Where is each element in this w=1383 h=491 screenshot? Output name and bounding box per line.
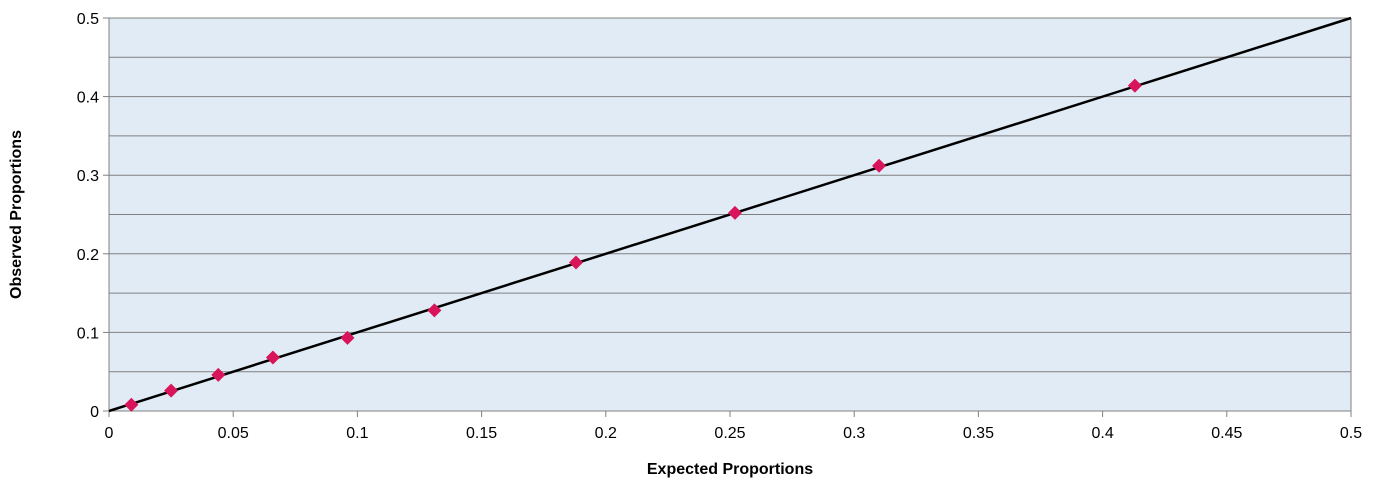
x-axis-ticks: 0 0.05 0.1 0.15 0.2 0.25 0.3 0.35 0.4 0.45 0.5 [105,411,1362,442]
data-point [427,303,442,318]
x-tick-label: 0.4 [1091,425,1113,442]
y-tick-label: 0.3 [77,168,99,185]
data-point [568,255,583,270]
x-tick-label: 0.25 [714,425,745,442]
x-tick-label: 0.3 [843,425,865,442]
gridlines [109,17,1352,412]
x-tick-label: 0.2 [595,425,617,442]
x-tick-label: 0.45 [1211,425,1242,442]
y-tick-label: 0.4 [77,90,99,107]
x-axis-title: Expected Proportions [647,461,813,478]
data-point [124,397,139,412]
y-tick-label: 0.1 [77,325,99,342]
data-points [124,78,1142,412]
y-tick-label: 0.5 [77,11,99,28]
data-point [727,205,742,220]
data-point [265,350,280,365]
y-axis-ticks: 0 0.1 0.2 0.3 0.4 0.5 [77,11,109,421]
y-tick-label: 0 [90,404,99,421]
y-tick-label: 0.2 [77,247,99,264]
x-tick-label: 0.5 [1340,425,1362,442]
y-axis-title: Observed Proportions [8,130,25,299]
x-tick-label: 0.1 [346,425,368,442]
x-tick-label: 0.05 [218,425,249,442]
data-point [211,367,226,382]
data-point [872,158,887,173]
x-tick-label: 0 [105,425,114,442]
x-tick-label: 0.15 [466,425,497,442]
x-tick-label: 0.35 [963,425,994,442]
data-point [1127,78,1142,93]
data-point [340,330,355,345]
data-point [164,383,179,398]
